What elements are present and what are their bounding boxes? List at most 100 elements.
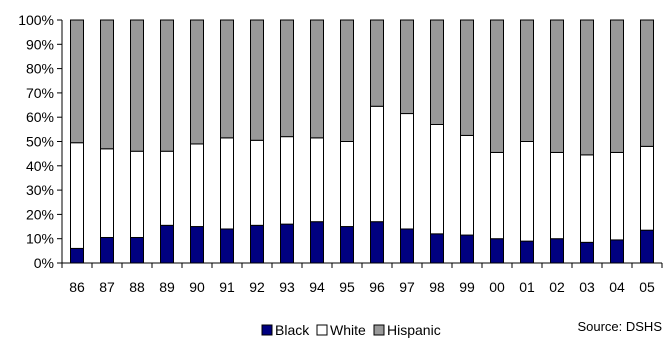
bar-hispanic-97 (400, 19, 414, 115)
bar-black-97 (400, 228, 414, 264)
bar-white-00 (490, 151, 504, 240)
x-tick-label: 90 (189, 279, 205, 295)
bar-black-94 (310, 221, 324, 264)
bar-hispanic-98 (430, 19, 444, 125)
bar-white-05 (640, 145, 654, 231)
y-tick-label: 100% (18, 12, 54, 28)
bar-hispanic-01 (520, 19, 534, 142)
bar-black-02 (550, 238, 564, 264)
bar-white-95 (340, 141, 354, 228)
bar-hispanic-88 (130, 19, 144, 152)
legend: Black White Hispanic (261, 322, 441, 338)
bar-hispanic-04 (610, 19, 624, 153)
bars (70, 19, 654, 264)
x-tick-label: 89 (159, 279, 175, 295)
bar-white-90 (190, 143, 204, 228)
bar-black-87 (100, 236, 114, 264)
bar-black-86 (70, 247, 84, 264)
x-tick-label: 92 (249, 279, 265, 295)
y-tick-label: 80% (26, 61, 54, 77)
x-tick-label: 88 (129, 279, 145, 295)
bar-white-02 (550, 151, 564, 240)
bar-black-04 (610, 239, 624, 264)
bar-hispanic-90 (190, 19, 204, 145)
bar-hispanic-05 (640, 19, 654, 147)
bar-hispanic-94 (310, 19, 324, 139)
x-tick-label: 96 (369, 279, 385, 295)
x-tick-label: 04 (609, 279, 625, 295)
x-tick-label: 00 (489, 279, 505, 295)
x-tick-label: 93 (279, 279, 295, 295)
x-axis: 86 87 88 89 90 91 92 93 94 95 96 97 98 99 00 01 02 03 04 05 (61, 262, 663, 295)
legend-label-white: White (330, 322, 366, 338)
bar-black-03 (580, 241, 594, 264)
bar-black-99 (460, 234, 474, 264)
y-tick-label: 60% (26, 109, 54, 125)
y-tick-label: 50% (26, 134, 54, 150)
bar-white-93 (280, 136, 294, 225)
y-tick-label: 30% (26, 182, 54, 198)
y-tick-label: 40% (26, 158, 54, 174)
bar-hispanic-96 (370, 19, 384, 107)
bar-white-87 (100, 148, 114, 238)
x-tick-label: 87 (99, 279, 115, 295)
bar-hispanic-95 (340, 19, 354, 142)
y-axis: 0% 10% 20% 30% 40% 50% 60% 70% 80% 90% 100% (18, 12, 63, 271)
bar-black-96 (370, 221, 384, 264)
bar-white-89 (160, 150, 174, 226)
x-tick-label: 97 (399, 279, 415, 295)
bar-black-01 (520, 240, 534, 264)
bar-hispanic-00 (490, 19, 504, 153)
bar-black-88 (130, 236, 144, 264)
bar-hispanic-99 (460, 19, 474, 136)
y-tick-label: 20% (26, 206, 54, 222)
x-tick-label: 91 (219, 279, 235, 295)
y-tick-label: 0% (34, 255, 54, 271)
bar-hispanic-87 (100, 19, 114, 150)
bar-white-03 (580, 154, 594, 243)
bar-hispanic-03 (580, 19, 594, 156)
x-tick-label: 01 (519, 279, 535, 295)
bar-hispanic-86 (70, 19, 84, 144)
bar-white-86 (70, 142, 84, 249)
x-tick-label: 03 (579, 279, 595, 295)
bar-black-95 (340, 226, 354, 264)
bar-white-99 (460, 134, 474, 236)
bar-white-94 (310, 137, 324, 223)
x-tick-label: 05 (639, 279, 655, 295)
bar-black-98 (430, 233, 444, 264)
source-note: Source: DSHS (577, 319, 662, 334)
bar-black-00 (490, 238, 504, 264)
x-tick-label: 02 (549, 279, 565, 295)
y-tick-label: 70% (26, 85, 54, 101)
bar-white-01 (520, 141, 534, 242)
y-tick-label: 90% (26, 36, 54, 52)
bar-white-92 (250, 139, 264, 226)
bar-black-89 (160, 224, 174, 264)
bar-hispanic-93 (280, 19, 294, 138)
bar-white-97 (400, 113, 414, 230)
bar-white-88 (130, 150, 144, 238)
bar-hispanic-89 (160, 19, 174, 152)
bar-white-96 (370, 105, 384, 223)
x-tick-label: 94 (309, 279, 325, 295)
bar-black-90 (190, 226, 204, 264)
bar-black-05 (640, 229, 654, 264)
x-tick-label: 98 (429, 279, 445, 295)
y-tick-label: 10% (26, 231, 54, 247)
bar-hispanic-92 (250, 19, 264, 141)
x-tick-label: 95 (339, 279, 355, 295)
legend-swatch-hispanic (373, 324, 385, 336)
x-tick-label: 99 (459, 279, 475, 295)
legend-label-black: Black (275, 322, 310, 338)
bar-black-91 (220, 228, 234, 264)
bar-white-91 (220, 137, 234, 230)
bar-black-93 (280, 223, 294, 264)
legend-label-hispanic: Hispanic (387, 322, 441, 338)
bar-white-04 (610, 151, 624, 241)
bar-hispanic-02 (550, 19, 564, 153)
legend-swatch-black (261, 324, 273, 336)
bar-hispanic-91 (220, 19, 234, 139)
bar-white-98 (430, 123, 444, 235)
